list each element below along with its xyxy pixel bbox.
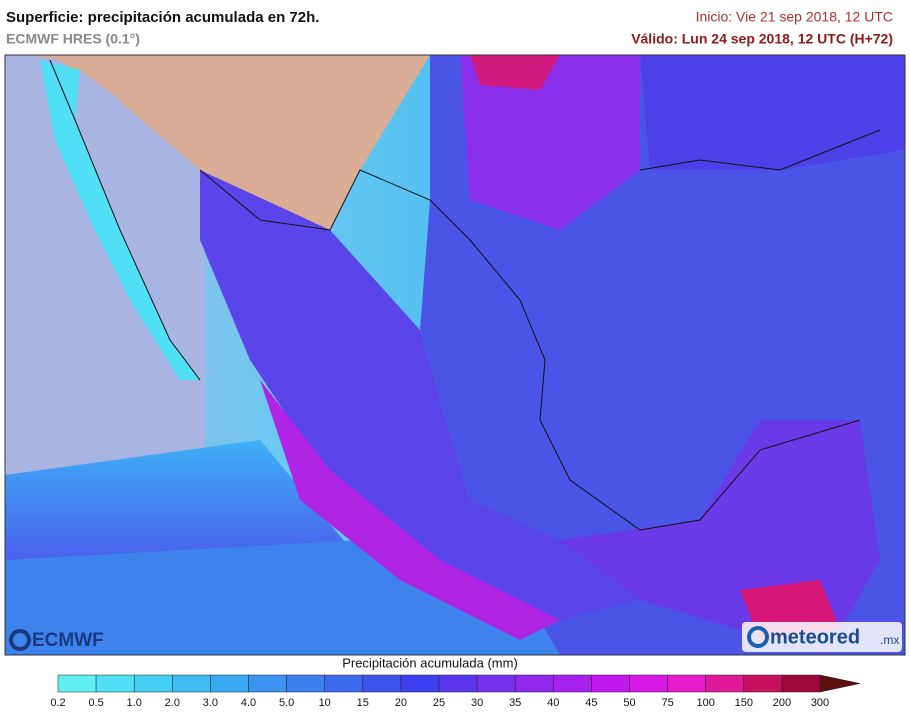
- ecmwf-icon: [9, 629, 31, 651]
- gulf-california: [75, 70, 200, 380]
- legend-box: [362, 674, 402, 693]
- legend: 0.2 0.5 1.0 2.0 3.0 4.0 5.0 10 15 20 25 30 35 40 45 50 7…: [50, 674, 861, 709]
- map-border: [4, 54, 906, 656]
- legend-label: 1.0: [127, 697, 142, 709]
- legend-box: [514, 674, 554, 693]
- legend-label: 300: [811, 697, 829, 709]
- texas-rain: [460, 55, 640, 230]
- legend-label: 10: [319, 697, 331, 709]
- legend-box: [57, 674, 97, 693]
- baja-california: [40, 60, 200, 380]
- legend-box: [476, 674, 516, 693]
- legend-box: [172, 674, 211, 693]
- land-dry: [30, 55, 430, 230]
- legend-label: 5.0: [279, 697, 294, 709]
- valid-time: Válido: Lun 24 sep 2018, 12 UTC (H+72): [631, 31, 893, 47]
- legend-box: [210, 674, 249, 693]
- legend-label: 25: [433, 697, 445, 709]
- logo-background: [742, 622, 902, 652]
- ecmwf-logo: ECMWF: [9, 629, 104, 651]
- legend-box: [553, 674, 592, 693]
- legend-label: 0.2: [50, 697, 65, 709]
- meteored-text: meteored: [770, 626, 860, 648]
- pacific-rain: [5, 440, 360, 560]
- baja-coastline: [49, 59, 201, 381]
- legend-label: 3.0: [203, 697, 218, 709]
- legend-label: 2.0: [165, 697, 180, 709]
- legend-label: 15: [357, 697, 369, 709]
- legend-label: 45: [585, 697, 597, 709]
- mainland-rain: [200, 170, 640, 620]
- legend-label: 4.0: [241, 697, 256, 709]
- meteored-suffix: .mx: [880, 633, 899, 647]
- legend-label: 35: [509, 697, 521, 709]
- rain-max: [470, 55, 560, 90]
- southeast-rain: [560, 420, 880, 630]
- coastline: [199, 169, 861, 531]
- meteored-icon: [747, 626, 769, 648]
- title: Superficie: precipitación acumulada en 7…: [6, 9, 319, 26]
- legend-label: 50: [623, 697, 635, 709]
- legend-label: 0.5: [88, 697, 103, 709]
- legend-box: [667, 674, 706, 693]
- legend-box: [591, 674, 630, 693]
- legend-box: [248, 674, 287, 693]
- legend-box: [286, 674, 325, 693]
- legend-box: [400, 674, 440, 693]
- legend-title: Precipitación acumulada (mm): [342, 655, 518, 670]
- us-coast: [640, 55, 905, 170]
- map: ECMWF meteored .mx: [4, 54, 906, 656]
- legend-box: [705, 674, 745, 693]
- legend-label: 20: [395, 697, 407, 709]
- legend-box: [438, 674, 478, 693]
- ecmwf-text: ECMWF: [32, 630, 104, 651]
- legend-label: 150: [735, 697, 753, 709]
- init-time: Inicio: Vie 21 sep 2018, 12 UTC: [696, 9, 893, 25]
- legend-label: 100: [697, 697, 715, 709]
- us-coastline: [639, 129, 881, 171]
- meteored-logo: meteored .mx: [742, 622, 902, 652]
- legend-box: [95, 674, 135, 693]
- legend-label: 40: [547, 697, 559, 709]
- pacific-coast-rain: [260, 380, 560, 640]
- legend-box: [743, 674, 783, 693]
- legend-label: 75: [661, 697, 673, 709]
- legend-box: [781, 674, 821, 693]
- legend-label: 200: [773, 697, 791, 709]
- legend-box: [324, 674, 364, 693]
- model-label: ECMWF HRES (0.1°): [6, 31, 140, 47]
- legend-box: [133, 674, 173, 693]
- legend-arrow: [819, 674, 861, 693]
- legend-box: [629, 674, 668, 693]
- legend-label: 30: [471, 697, 483, 709]
